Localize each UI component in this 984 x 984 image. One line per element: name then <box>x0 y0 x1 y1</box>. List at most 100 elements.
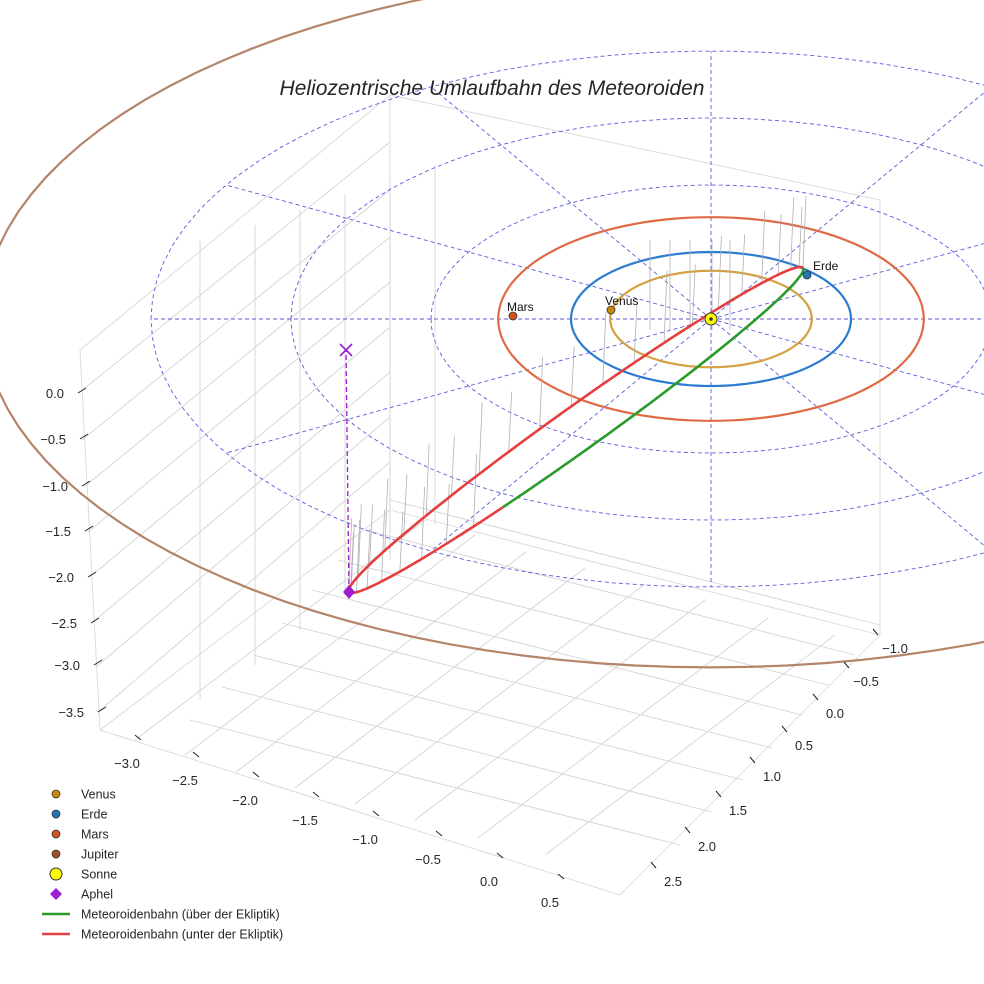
legend-item-0: Venus <box>51 788 116 802</box>
projection-line-180 <box>802 195 807 269</box>
legend-item-4: Sonne <box>49 867 117 882</box>
x-tick-label-5: −0.5 <box>415 852 441 867</box>
projection-line-164 <box>761 211 766 284</box>
ecliptic-radial-10 <box>430 318 712 552</box>
projection-line-76 <box>381 509 385 582</box>
z-tick-mark-7 <box>97 706 107 713</box>
grid-line-z-1 <box>81 189 391 441</box>
projection-line-124 <box>478 402 483 475</box>
z-tick-mark-6 <box>93 659 103 666</box>
legend-label-2: Mars <box>81 828 109 842</box>
grid-line-x-4 <box>354 583 646 805</box>
legend-marker-5 <box>50 888 62 900</box>
ecliptic-grid <box>150 50 984 588</box>
grid-line-x-6 <box>477 617 769 839</box>
legend-label-6: Meteoroidenbahn (über der Ekliptik) <box>81 908 280 922</box>
y-tick-mark-3 <box>781 725 788 733</box>
grid-line-z-6 <box>95 416 391 668</box>
y-tick-mark-7 <box>650 861 657 869</box>
x-tick-label-0: −3.0 <box>114 756 140 771</box>
x-tick-label-4: −1.0 <box>352 832 378 847</box>
z-tick-label-2: −1.0 <box>42 479 68 494</box>
y-tick-label-7: 2.5 <box>664 874 682 889</box>
grid-line-z-5 <box>92 371 391 623</box>
y-tick-label-0: −1.0 <box>882 641 908 656</box>
grid-line-x-3 <box>294 567 586 789</box>
ecliptic-ring-3 <box>290 117 984 521</box>
z-tick-mark-4 <box>87 571 97 578</box>
projection-line-96 <box>350 524 355 585</box>
projection-line-172 <box>790 197 795 270</box>
legend-label-4: Sonne <box>81 868 117 882</box>
ecliptic-radial-8 <box>710 318 984 546</box>
projection-line-128 <box>508 391 513 452</box>
planet-orbits <box>0 0 984 669</box>
legend-marker-4 <box>49 867 63 881</box>
chart-title: Heliozentrische Umlaufbahn des Meteoroid… <box>280 77 705 100</box>
z-tick-label-4: −2.0 <box>48 570 74 585</box>
projection-line-60 <box>473 454 477 527</box>
grid-line-y-3 <box>311 589 803 716</box>
ecliptic-radial-2 <box>430 86 712 320</box>
z-tick-label-7: −3.5 <box>58 705 84 720</box>
meteoroid-orbit-below <box>347 265 804 595</box>
projection-line-132 <box>539 357 543 430</box>
grid-line-z-0 <box>79 141 391 393</box>
aphel-marker <box>343 585 355 599</box>
orbit-jupiter <box>0 0 984 669</box>
x-tick-mark-1 <box>192 751 200 758</box>
legend-label-5: Aphel <box>81 888 113 902</box>
z-tick-mark-3 <box>84 525 94 532</box>
z-tick-label-3: −1.5 <box>45 524 71 539</box>
projection-line-108 <box>384 478 389 551</box>
projection-line-120 <box>451 435 455 496</box>
projection-line-160 <box>741 234 746 295</box>
projection-line-156 <box>717 236 722 309</box>
projection-line-116 <box>425 443 430 516</box>
grid-line-y-2 <box>337 559 829 686</box>
legend-item-2: Mars <box>51 828 109 842</box>
tick-labels: −3.0 −2.5 −2.0 −1.5 −1.0 −0.5 0.0 0.5 −1.0 −0.5 0.… <box>40 386 908 910</box>
y-tick-mark-5 <box>715 790 722 798</box>
planet-marker-erde <box>802 270 812 280</box>
projection-line-148 <box>663 270 668 343</box>
legend-item-5: Aphel <box>50 888 113 902</box>
orbit-venus <box>609 269 813 369</box>
legend-item-7: Meteoroidenbahn (unter der Ekliptik) <box>42 928 283 942</box>
meteoroid-orbit <box>347 265 805 595</box>
projection-lines <box>348 195 807 593</box>
z-tick-mark-1 <box>79 433 89 440</box>
legend-marker-2 <box>51 829 61 839</box>
grid-line-y-5 <box>252 654 744 781</box>
legend-label-0: Venus <box>81 788 116 802</box>
grid-line-y-4 <box>281 622 773 749</box>
y-tick-label-3: 0.5 <box>795 738 813 753</box>
y-tick-label-4: 1.0 <box>763 769 781 784</box>
planet-label-mars: Mars <box>507 300 534 314</box>
projection-line-176 <box>798 207 803 268</box>
z-tick-mark-2 <box>81 480 91 487</box>
legend-label-1: Erde <box>81 808 107 822</box>
x-tick-mark-5 <box>435 830 443 837</box>
legend-marker-3 <box>51 849 61 859</box>
grid-line-y-1 <box>364 529 856 656</box>
projection-line-72 <box>399 511 404 572</box>
aphel-projection <box>345 349 350 593</box>
z-tick-mark-5 <box>90 617 100 624</box>
y-tick-mark-1 <box>843 661 850 669</box>
grid-line-y-7 <box>189 719 681 846</box>
legend-item-3: Jupiter <box>51 848 119 862</box>
x-tick-label-2: −2.0 <box>232 793 258 808</box>
projection-line-80 <box>366 528 371 589</box>
x-tick-mark-6 <box>496 852 504 859</box>
grid-line-x-2 <box>235 551 527 773</box>
z-tick-mark-0 <box>77 387 87 394</box>
x-tick-mark-4 <box>372 810 380 817</box>
planet-marker-mars <box>508 311 518 321</box>
y-tick-mark-2 <box>812 693 819 701</box>
aphel-projection-marker <box>339 343 353 357</box>
x-tick-mark-2 <box>252 771 260 778</box>
grid-line-y-0 <box>389 499 881 626</box>
x-tick-mark-0 <box>134 734 142 741</box>
